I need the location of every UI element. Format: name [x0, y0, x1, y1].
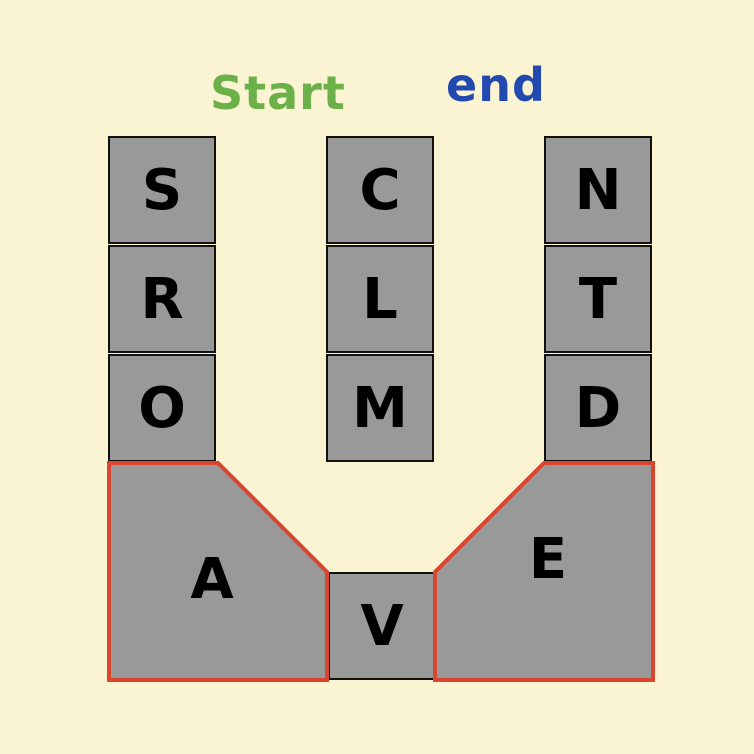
- left-connector-letter: A: [190, 547, 234, 612]
- start-label: Start: [210, 66, 346, 120]
- right-connector-shape: [433, 461, 655, 682]
- letter-tile-left-2: R: [108, 245, 216, 353]
- right-connector-letter: E: [529, 527, 567, 592]
- letter-tile-bottom-center: V: [328, 572, 436, 680]
- letter-tile-middle-3: M: [326, 354, 434, 462]
- letter-tile-right-2: T: [544, 245, 652, 353]
- end-label: end: [446, 58, 546, 112]
- left-connector-shape: [107, 461, 329, 682]
- letter-tile-left-1: S: [108, 136, 216, 244]
- letter-tile-right-1: N: [544, 136, 652, 244]
- letter-tile-middle-2: L: [326, 245, 434, 353]
- letter-tile-right-3: D: [544, 354, 652, 462]
- letter-tile-middle-1: C: [326, 136, 434, 244]
